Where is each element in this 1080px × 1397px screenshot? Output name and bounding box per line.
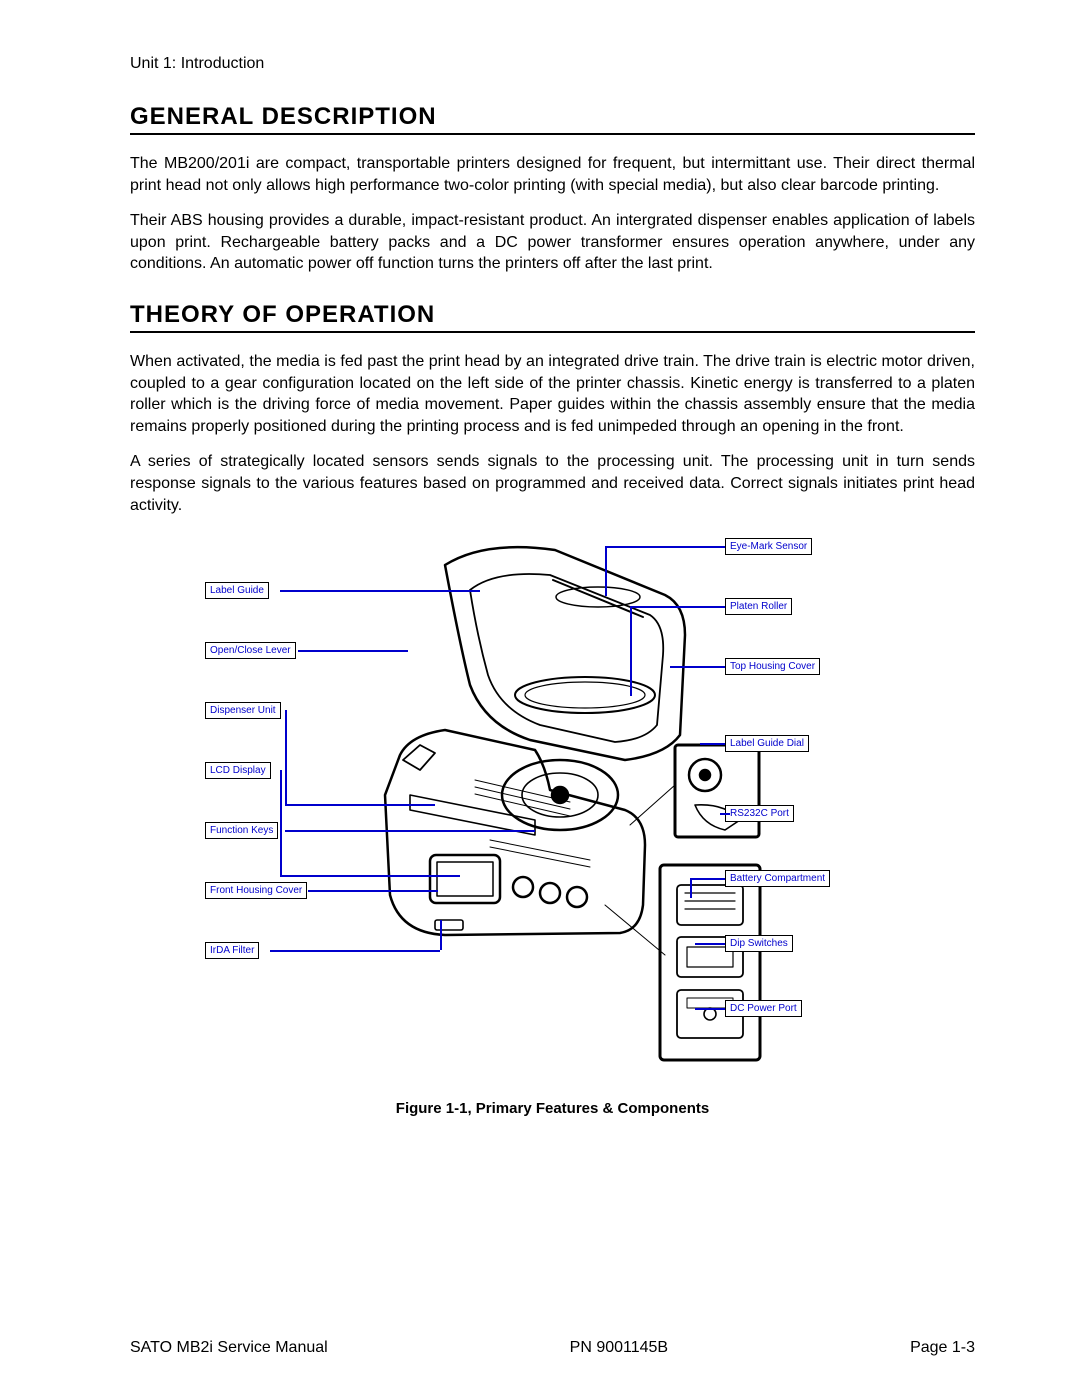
leader bbox=[605, 546, 725, 548]
general-p2: Their ABS housing provides a durable, im… bbox=[130, 210, 975, 275]
leader bbox=[270, 950, 440, 952]
section-title-theory: THEORY OF OPERATION bbox=[130, 301, 975, 329]
footer-left: SATO MB2i Service Manual bbox=[130, 1339, 328, 1357]
leader bbox=[720, 813, 730, 815]
leader bbox=[690, 878, 725, 880]
eyemark-sensor: Eye-Mark Sensor bbox=[725, 538, 812, 555]
leader bbox=[630, 606, 725, 608]
dip-switches: Dip Switches bbox=[725, 935, 793, 952]
leader bbox=[690, 878, 692, 898]
leader bbox=[695, 1008, 725, 1010]
page-footer: SATO MB2i Service Manual PN 9001145B Pag… bbox=[130, 1339, 975, 1357]
section-rule-2 bbox=[130, 331, 975, 333]
leader bbox=[285, 830, 535, 832]
leader bbox=[280, 770, 282, 875]
theory-p2: A series of strategically located sensor… bbox=[130, 451, 975, 516]
printer-illustration bbox=[325, 535, 765, 1065]
section-title-general: GENERAL DESCRIPTION bbox=[130, 103, 975, 131]
leader bbox=[298, 650, 408, 652]
section-rule bbox=[130, 133, 975, 135]
lcd-display: LCD Display bbox=[205, 762, 271, 779]
leader bbox=[280, 590, 480, 592]
open-close-lever: Open/Close Lever bbox=[205, 642, 296, 659]
leader bbox=[695, 943, 725, 945]
irda-filter: IrDA Filter bbox=[205, 942, 259, 959]
footer-right: Page 1-3 bbox=[910, 1339, 975, 1357]
diagram-container: Label Guide Open/Close Lever Dispenser U… bbox=[130, 530, 975, 1090]
label-guide: Label Guide bbox=[205, 582, 269, 599]
leader bbox=[308, 890, 438, 892]
figure-caption: Figure 1-1, Primary Features & Component… bbox=[130, 1100, 975, 1117]
leader bbox=[700, 743, 725, 745]
general-p1: The MB200/201i are compact, transportabl… bbox=[130, 153, 975, 196]
footer-center: PN 9001145B bbox=[570, 1339, 668, 1357]
battery-compartment: Battery Compartment bbox=[725, 870, 830, 887]
top-housing-cover: Top Housing Cover bbox=[725, 658, 820, 675]
leader bbox=[670, 666, 725, 668]
function-keys: Function Keys bbox=[205, 822, 278, 839]
leader bbox=[285, 804, 435, 806]
leader bbox=[440, 920, 442, 950]
rs232c-port: RS232C Port bbox=[725, 805, 794, 822]
leader bbox=[285, 710, 287, 805]
dc-power-port: DC Power Port bbox=[725, 1000, 802, 1017]
dispenser-unit: Dispenser Unit bbox=[205, 702, 281, 719]
leader bbox=[605, 546, 607, 596]
theory-p1: When activated, the media is fed past th… bbox=[130, 351, 975, 437]
leader bbox=[280, 875, 460, 877]
leader bbox=[630, 606, 632, 696]
front-housing-cover: Front Housing Cover bbox=[205, 882, 307, 899]
unit-header: Unit 1: Introduction bbox=[130, 55, 975, 73]
platen-roller: Platen Roller bbox=[725, 598, 792, 615]
label-guide-dial: Label Guide Dial bbox=[725, 735, 809, 752]
